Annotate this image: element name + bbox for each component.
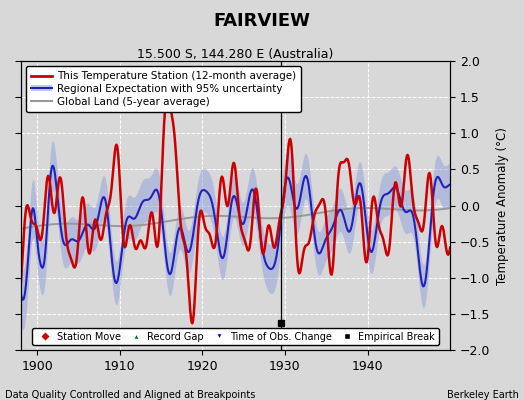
Text: Data Quality Controlled and Aligned at Breakpoints: Data Quality Controlled and Aligned at B… [5, 390, 256, 400]
Title: 15.500 S, 144.280 E (Australia): 15.500 S, 144.280 E (Australia) [137, 48, 334, 61]
Legend: Station Move, Record Gap, Time of Obs. Change, Empirical Break: Station Move, Record Gap, Time of Obs. C… [32, 328, 439, 346]
Text: FAIRVIEW: FAIRVIEW [213, 12, 311, 30]
Text: Berkeley Earth: Berkeley Earth [447, 390, 519, 400]
Y-axis label: Temperature Anomaly (°C): Temperature Anomaly (°C) [496, 127, 509, 284]
